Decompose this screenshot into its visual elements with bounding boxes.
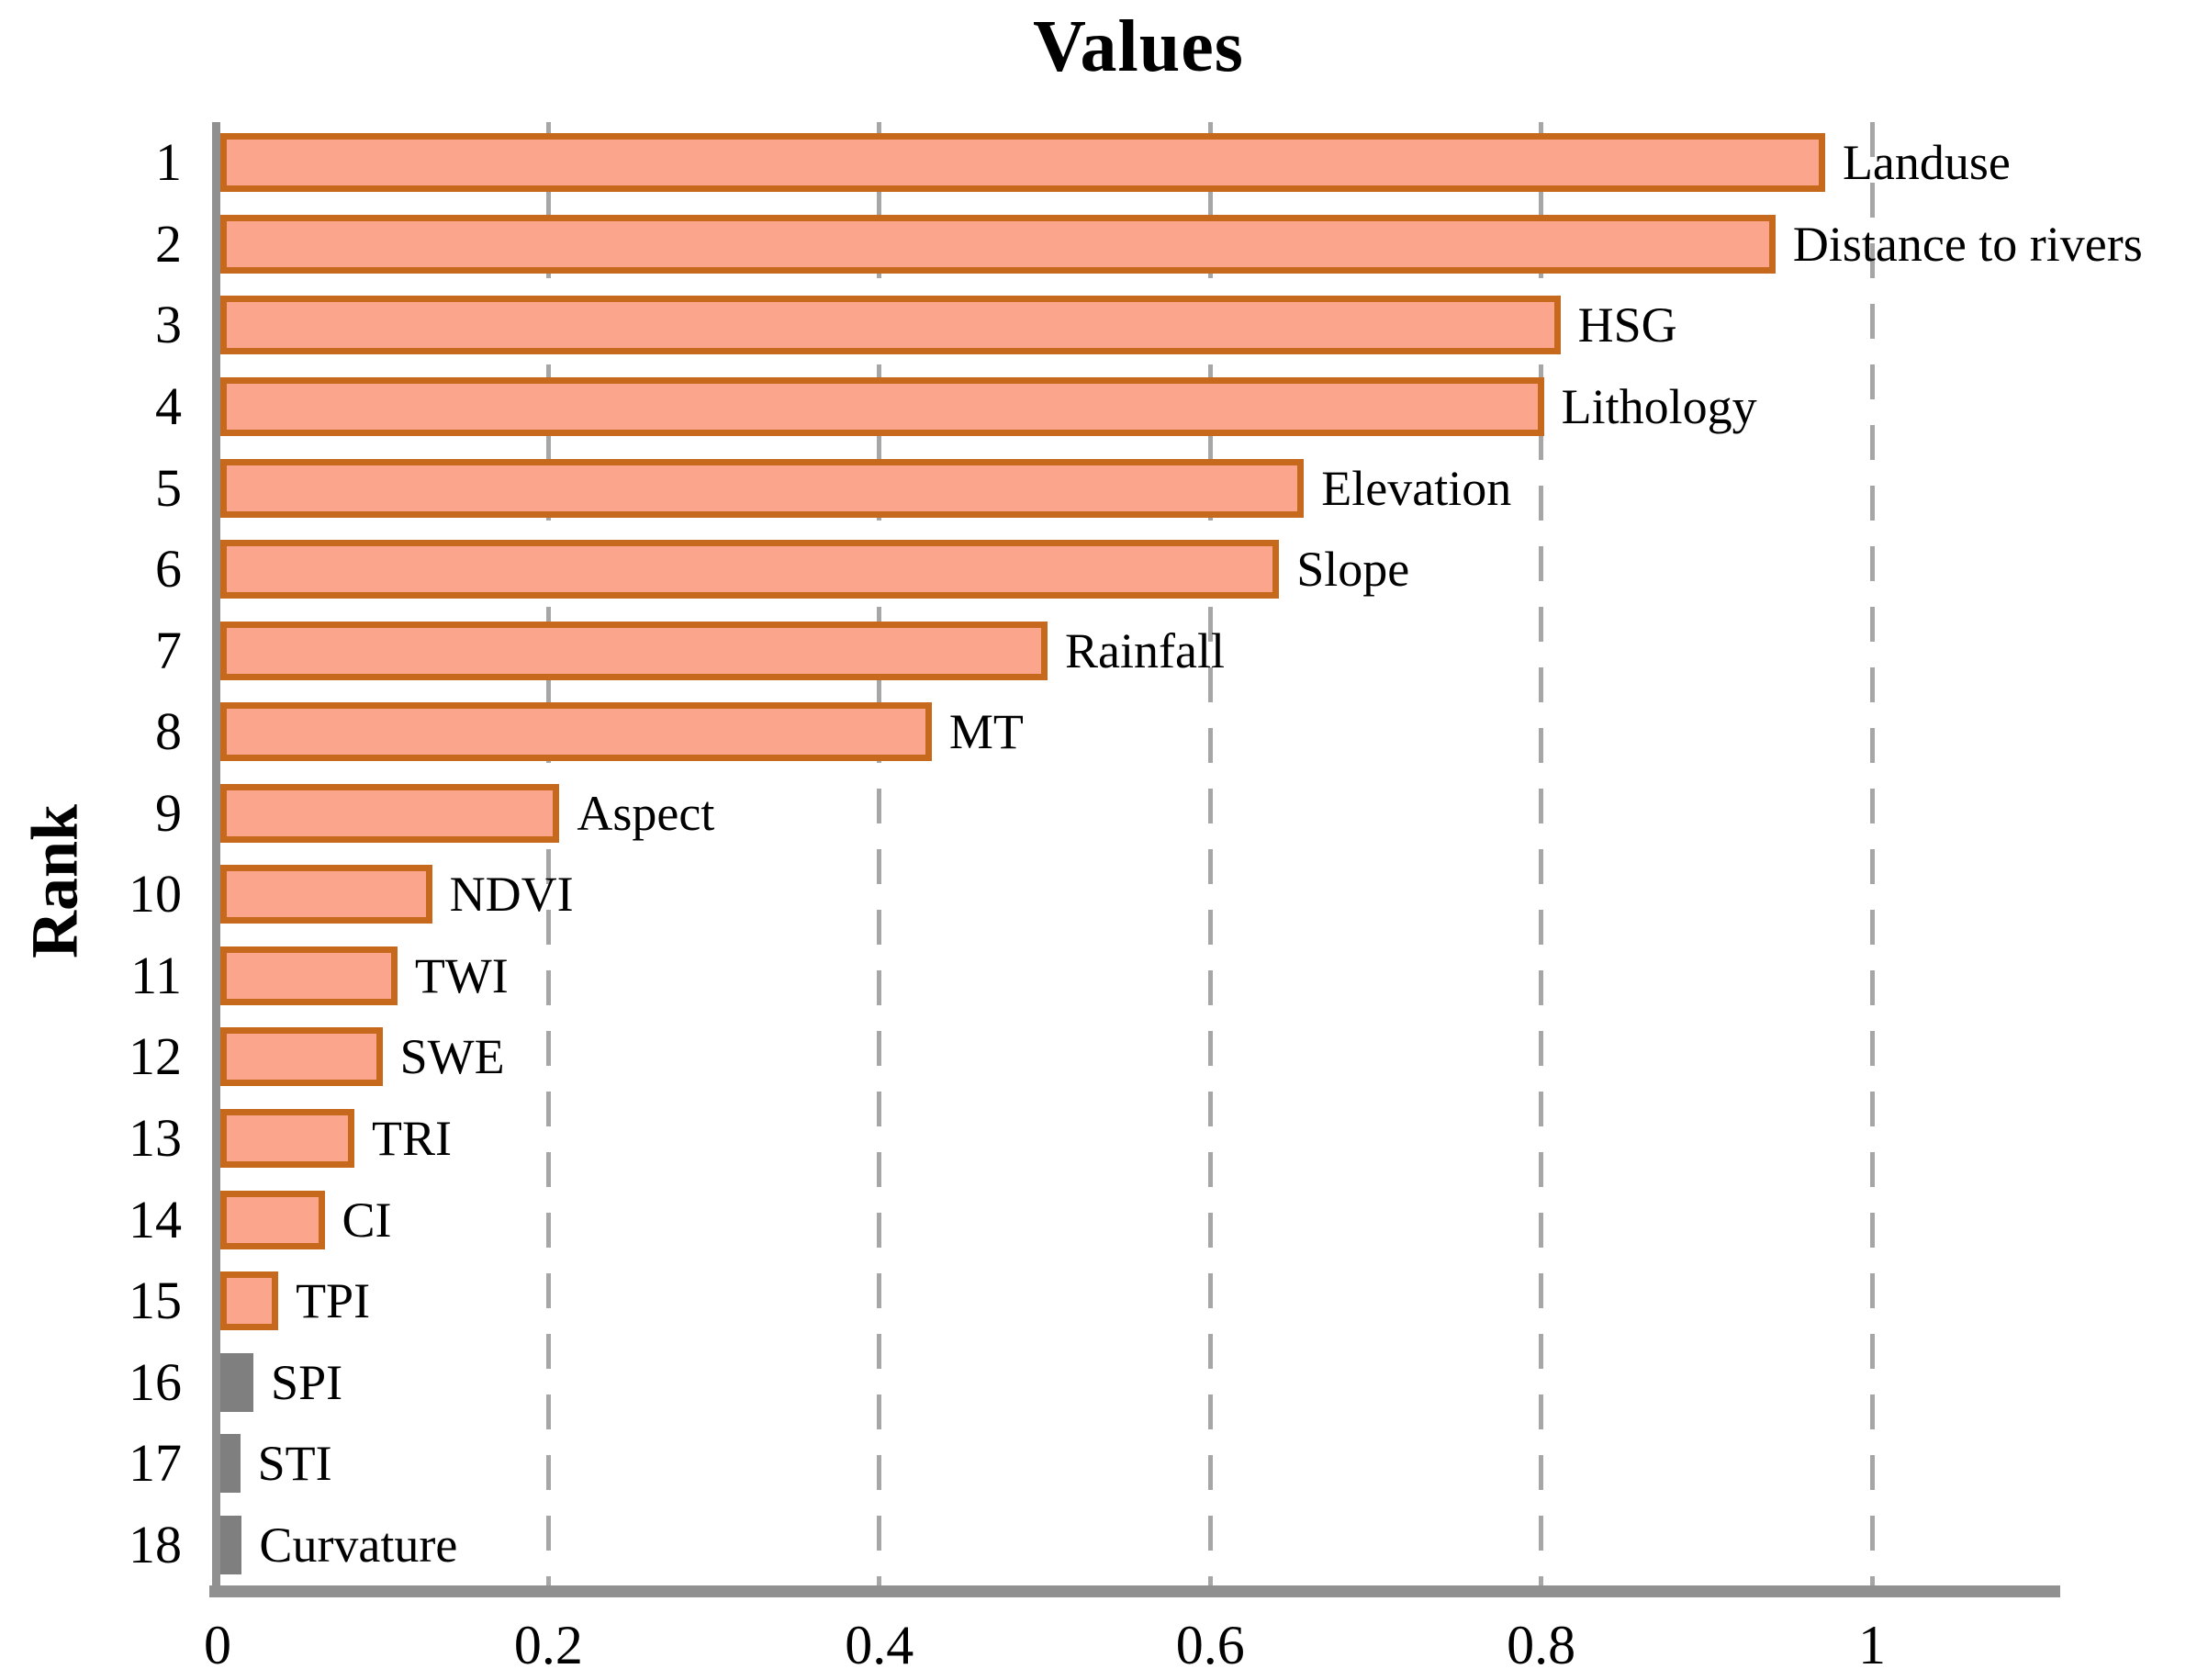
rank-label-16: 16: [129, 1351, 182, 1412]
x-tick-label-0.4: 0.4: [845, 1615, 914, 1675]
bar-spi: [220, 1352, 253, 1412]
gridline-0.6: [1207, 122, 1213, 1585]
bar-ci: [220, 1190, 325, 1249]
bar-label-landuse: Landuse: [1842, 135, 2011, 191]
bar-sti: [220, 1434, 241, 1494]
gridline-0.2: [545, 122, 551, 1585]
bar-tpi: [220, 1271, 278, 1331]
rank-label-12: 12: [129, 1026, 182, 1087]
rank-label-18: 18: [129, 1514, 182, 1574]
bar-label-lithology: Lithology: [1561, 378, 1757, 434]
rank-label-5: 5: [155, 457, 182, 518]
rank-label-17: 17: [129, 1433, 182, 1494]
bar-label-ndvi: NDVI: [449, 867, 574, 923]
bar-label-elevation: Elevation: [1321, 460, 1512, 516]
bar-slope: [220, 540, 1279, 599]
rank-label-1: 1: [155, 132, 182, 193]
gridline-1: [1869, 122, 1875, 1585]
rank-label-11: 11: [130, 945, 182, 1005]
bar-ndvi: [220, 865, 432, 924]
bar-mt: [220, 702, 932, 762]
gridline-0.4: [877, 122, 882, 1585]
bar-label-hsg: HSG: [1577, 297, 1677, 353]
x-tick-label-0.2: 0.2: [513, 1615, 583, 1675]
bar-curvature: [220, 1515, 241, 1574]
bar-twi: [220, 946, 398, 1005]
bar-label-slope: Slope: [1296, 542, 1410, 598]
rank-label-2: 2: [155, 213, 182, 274]
gridline-0.8: [1539, 122, 1544, 1585]
rank-label-7: 7: [155, 620, 182, 680]
bar-label-twi: TWI: [414, 947, 509, 1003]
rank-label-8: 8: [155, 701, 182, 762]
bar-label-rainfall: Rainfall: [1065, 622, 1225, 678]
bar-landuse: [220, 133, 1825, 193]
bar-label-aspect: Aspect: [577, 785, 715, 841]
bar-hsg: [220, 296, 1561, 355]
bar-elevation: [220, 458, 1304, 518]
bar-label-tpi: TPI: [296, 1273, 371, 1329]
rank-label-14: 14: [129, 1189, 182, 1249]
rank-label-3: 3: [155, 295, 182, 355]
chart-title: Values: [1033, 6, 1244, 87]
rank-label-6: 6: [155, 539, 182, 599]
rank-label-15: 15: [129, 1271, 182, 1331]
bar-label-ci: CI: [342, 1192, 392, 1248]
bar-distance-to-rivers: [220, 214, 1776, 274]
bar-lithology: [220, 376, 1544, 436]
x-tick-label-1: 1: [1858, 1615, 1886, 1675]
rank-label-10: 10: [129, 864, 182, 924]
rank-label-4: 4: [155, 375, 182, 436]
bar-swe: [220, 1027, 383, 1087]
bar-label-swe: SWE: [399, 1029, 505, 1085]
x-tick-label-0.6: 0.6: [1175, 1615, 1245, 1675]
x-tick-label-0: 0: [204, 1615, 231, 1675]
x-tick-label-0.8: 0.8: [1507, 1615, 1576, 1675]
bar-label-distance-to-rivers: Distance to rivers: [1792, 216, 2143, 272]
rank-label-9: 9: [155, 782, 182, 843]
bar-label-tri: TRI: [371, 1110, 452, 1166]
bar-label-sti: STI: [257, 1436, 332, 1492]
bar-label-spi: SPI: [271, 1354, 343, 1410]
rank-label-13: 13: [129, 1107, 182, 1168]
bar-label-curvature: Curvature: [259, 1517, 458, 1573]
y-axis-title: Rank: [17, 803, 92, 959]
y-axis-line: [212, 122, 220, 1597]
x-axis-line: [209, 1585, 2060, 1597]
bar-aspect: [220, 783, 559, 843]
bar-label-mt: MT: [948, 704, 1024, 760]
bar-tri: [220, 1108, 354, 1168]
bar-rainfall: [220, 621, 1048, 680]
